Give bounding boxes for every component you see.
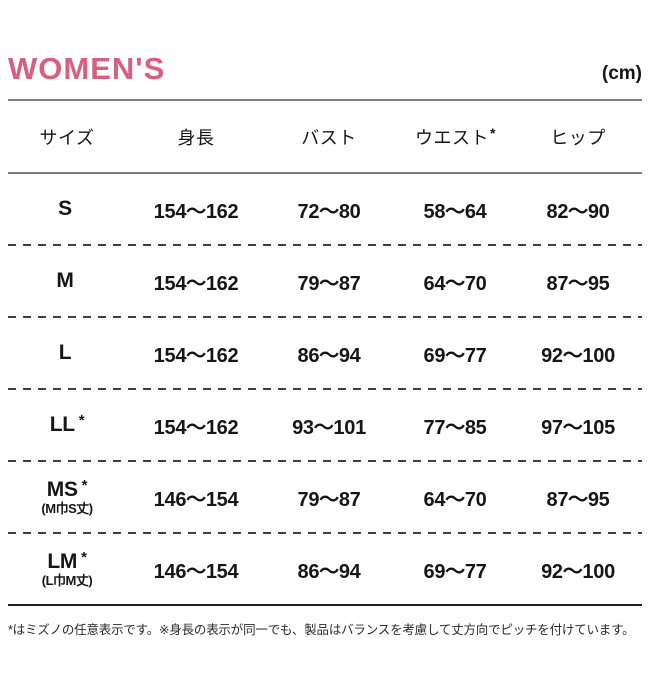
bust-value: 86〜94 — [297, 560, 361, 583]
size-cell: S — [58, 196, 76, 220]
height-value: 154〜162 — [153, 344, 239, 367]
page-header: WOMEN'S (cm) — [8, 50, 642, 84]
header-cell-height: 身長 — [177, 127, 215, 148]
header-cell-bust: バスト — [301, 127, 357, 148]
height-value: 154〜162 — [153, 200, 239, 223]
waist-value: 69〜77 — [423, 560, 487, 583]
bust-value: 86〜94 — [297, 344, 361, 367]
size-label: M — [56, 268, 74, 292]
bust-value: 79〜87 — [297, 488, 361, 511]
size-chart-page: WOMEN'S (cm) サイズ 身長 バスト ウエスト* ヒップ S 154〜… — [0, 50, 650, 700]
table-row-m: M 154〜162 79〜87 64〜70 87〜95 — [8, 246, 642, 316]
waist-asterisk: * — [490, 124, 496, 141]
height-value: 146〜154 — [153, 560, 239, 583]
unit-label: (cm) — [601, 63, 642, 84]
size-sub-label: (L巾M丈) — [41, 572, 93, 588]
waist-value: 58〜64 — [423, 200, 487, 223]
row-divider — [8, 460, 642, 462]
header-cell-size: サイズ — [39, 127, 95, 148]
waist-value: 77〜85 — [423, 416, 487, 439]
waist-value: 69〜77 — [423, 344, 487, 367]
waist-value: 64〜70 — [423, 272, 487, 295]
bust-value: 79〜87 — [297, 272, 361, 295]
table-row-l: L 154〜162 86〜94 69〜77 92〜100 — [8, 318, 642, 388]
hip-value: 82〜90 — [546, 200, 610, 223]
size-label: LL — [49, 412, 75, 436]
size-cell: LL * — [49, 411, 85, 436]
divider-header — [8, 172, 642, 174]
hip-value: 87〜95 — [546, 272, 610, 295]
hip-value: 92〜100 — [541, 344, 615, 367]
footer-note: *はミズノの任意表示です。※身長の表示が同一でも、製品はバランスを考慮して丈方向… — [8, 623, 635, 637]
size-asterisk: * — [81, 548, 87, 566]
page-title: WOMEN'S — [8, 51, 166, 86]
size-asterisk: * — [78, 411, 85, 429]
height-value: 154〜162 — [153, 416, 239, 439]
table-row-s: S 154〜162 72〜80 58〜64 82〜90 — [8, 174, 642, 244]
height-value: 154〜162 — [153, 272, 239, 295]
size-label: S — [58, 196, 72, 220]
hip-value: 97〜105 — [541, 416, 615, 439]
size-cell: M — [56, 268, 77, 292]
header-cell-waist: ウエスト* — [415, 124, 495, 150]
table-header-row: サイズ 身長 バスト ウエスト* ヒップ — [8, 101, 642, 172]
bust-value: 93〜101 — [292, 416, 366, 439]
size-label: L — [58, 340, 72, 364]
table-row-lm: LM * (L巾M丈) 146〜154 86〜94 69〜77 92〜100 — [8, 534, 642, 604]
waist-value: 64〜70 — [423, 488, 487, 511]
size-asterisk: * — [81, 476, 88, 494]
size-cell: MS * (M巾S丈) — [41, 476, 93, 516]
row-divider — [8, 388, 642, 390]
size-cell: LM * (L巾M丈) — [41, 548, 93, 588]
header-waist-label: ウエスト — [415, 127, 490, 148]
hip-value: 87〜95 — [546, 488, 610, 511]
row-divider — [8, 532, 642, 534]
table-row-ms: MS * (M巾S丈) 146〜154 79〜87 64〜70 87〜95 — [8, 462, 642, 532]
header-cell-hip: ヒップ — [550, 127, 606, 148]
row-divider — [8, 244, 642, 246]
table-row-ll: LL * 154〜162 93〜101 77〜85 97〜105 — [8, 390, 642, 460]
height-value: 146〜154 — [153, 488, 239, 511]
row-divider — [8, 316, 642, 318]
hip-value: 92〜100 — [541, 560, 615, 583]
bust-value: 72〜80 — [297, 200, 361, 223]
size-cell: L — [58, 340, 76, 364]
size-label: LM — [47, 549, 78, 573]
divider-bottom — [8, 604, 642, 606]
divider-top — [8, 99, 642, 101]
size-label: MS — [46, 477, 78, 501]
size-sub-label: (M巾S丈) — [41, 500, 93, 516]
